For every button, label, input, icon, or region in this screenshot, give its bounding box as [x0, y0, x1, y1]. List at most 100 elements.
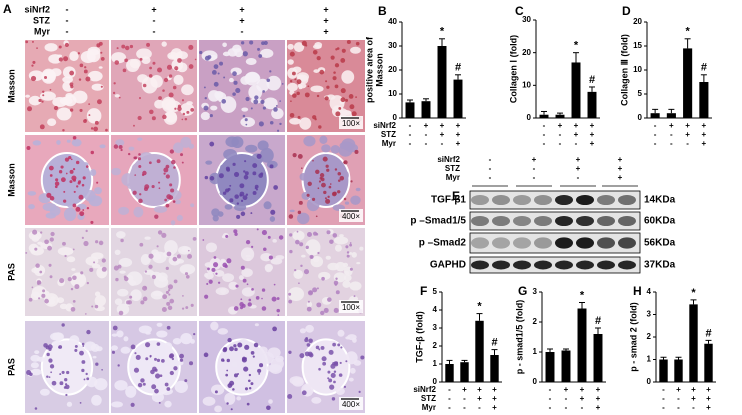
- tissue-nucleus: [90, 150, 95, 155]
- condition-sign: -: [654, 139, 657, 148]
- tissue-nucleus: [32, 229, 38, 235]
- bar: [421, 101, 431, 118]
- condition-sign: -: [409, 130, 412, 139]
- tissue-lumen: [311, 397, 322, 404]
- tissue-nucleus: [118, 96, 121, 99]
- tissue-lumen: [232, 44, 242, 53]
- tissue-nucleus: [295, 239, 300, 245]
- tissue-lumen: [163, 111, 178, 125]
- condition-sign: -: [670, 139, 673, 148]
- tissue-nucleus: [316, 287, 319, 290]
- tissue-nucleus: [281, 83, 284, 85]
- tissue-nucleus: [244, 344, 250, 350]
- tissue-nucleus: [328, 349, 334, 355]
- tissue-lumen: [330, 198, 339, 203]
- tissue-lumen: [313, 69, 320, 73]
- tissue-lumen: [310, 256, 324, 268]
- tissue-nucleus: [276, 308, 281, 313]
- tissue-lumen: [133, 206, 144, 218]
- tissue-nucleus: [266, 405, 271, 411]
- tissue-lumen: [144, 236, 151, 240]
- tissue-lumen: [292, 377, 304, 387]
- tissue-nucleus: [93, 126, 99, 132]
- tissue-nucleus: [121, 44, 126, 49]
- tissue-nucleus: [133, 124, 135, 127]
- tissue-lumen: [333, 236, 349, 245]
- tissue-nucleus: [59, 381, 64, 386]
- blot-band: [555, 215, 573, 227]
- tissue-nucleus: [49, 275, 53, 279]
- tissue-nucleus: [318, 367, 321, 371]
- tissue-lumen: [330, 353, 337, 360]
- tissue-nucleus: [81, 368, 85, 373]
- tissue-nucleus: [301, 390, 307, 396]
- tissue-lumen: [245, 144, 258, 153]
- y-tick-label: 40: [388, 17, 397, 26]
- tissue-nucleus: [258, 54, 263, 58]
- condition-sign: +: [574, 130, 579, 139]
- tissue-nucleus: [173, 366, 178, 371]
- tissue-nucleus: [63, 190, 66, 193]
- condition-sign: -: [66, 4, 69, 14]
- tissue-lumen: [231, 361, 238, 368]
- tissue-nucleus: [59, 278, 65, 284]
- tissue-nucleus: [137, 115, 142, 121]
- tissue-nucleus: [253, 99, 259, 105]
- tissue-nucleus: [79, 108, 83, 112]
- tissue-nucleus: [350, 180, 353, 183]
- tissue-nucleus: [245, 193, 249, 196]
- tissue-lumen: [146, 194, 154, 200]
- tissue-nucleus: [83, 119, 87, 124]
- tissue-lumen: [174, 199, 181, 205]
- blot-band: [618, 194, 636, 206]
- tissue-lumen: [241, 268, 253, 278]
- condition-sign: -: [153, 26, 156, 36]
- tissue-lumen: [72, 90, 88, 104]
- tissue-lumen: [299, 117, 312, 130]
- tissue-lumen: [212, 214, 219, 222]
- tissue-nucleus: [79, 63, 84, 68]
- tissue-nucleus: [244, 171, 249, 176]
- tissue-lumen: [287, 59, 294, 65]
- tissue-nucleus: [169, 183, 173, 187]
- tissue-nucleus: [62, 128, 65, 132]
- tissue-nucleus: [335, 290, 340, 295]
- tissue-nucleus: [304, 351, 310, 357]
- tissue-lumen: [292, 230, 305, 241]
- tissue-nucleus: [345, 360, 348, 363]
- tissue-nucleus: [118, 144, 123, 149]
- tissue-lumen: [159, 155, 165, 159]
- tissue-nucleus: [168, 293, 171, 296]
- tissue-lumen: [139, 152, 153, 162]
- tissue-nucleus: [340, 58, 346, 63]
- tissue-nucleus: [306, 306, 312, 312]
- tissue-nucleus: [190, 107, 195, 112]
- y-axis-title: Collagen Ⅲ (fold): [619, 34, 629, 106]
- tissue-lumen: [299, 328, 307, 334]
- tissue-nucleus: [223, 347, 228, 351]
- tissue-nucleus: [306, 232, 312, 238]
- tissue-nucleus: [232, 162, 236, 166]
- tissue-lumen: [327, 340, 338, 348]
- condition-sign: +: [440, 121, 445, 130]
- tissue-nucleus: [156, 159, 161, 164]
- bar: [453, 79, 463, 118]
- tissue-nucleus: [314, 118, 317, 121]
- condition-sign: +: [706, 394, 711, 403]
- tissue-nucleus: [300, 264, 303, 268]
- bar: [704, 343, 713, 382]
- tissue-nucleus: [176, 254, 182, 259]
- tissue-nucleus: [292, 93, 297, 98]
- tissue-nucleus: [134, 174, 137, 176]
- stain-label: PAS: [6, 263, 16, 281]
- tissue-nucleus: [157, 230, 163, 235]
- tissue-nucleus: [163, 172, 166, 175]
- tissue-nucleus: [148, 161, 152, 165]
- tissue-nucleus: [154, 388, 159, 394]
- tissue-nucleus: [333, 280, 339, 286]
- tissue-nucleus: [31, 64, 34, 67]
- tissue-nucleus: [334, 84, 339, 89]
- tissue-nucleus: [213, 262, 219, 268]
- tissue-nucleus: [159, 374, 163, 378]
- tissue-nucleus: [49, 237, 54, 242]
